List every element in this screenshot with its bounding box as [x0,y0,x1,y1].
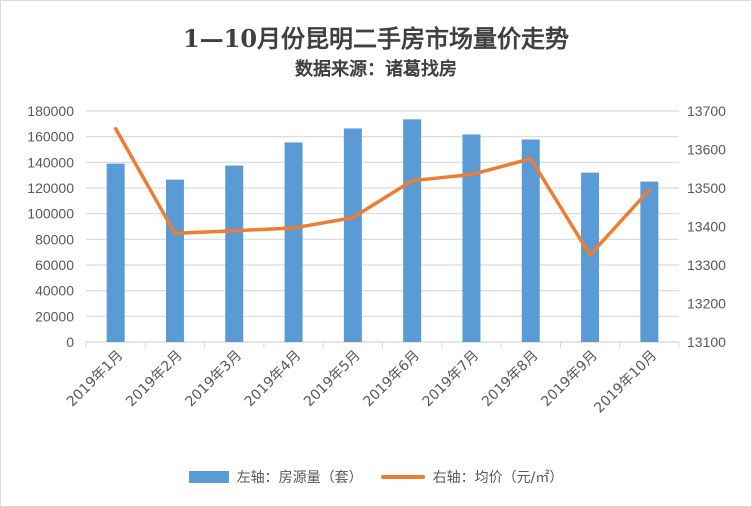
bar [106,163,125,342]
bar [225,165,244,342]
bar [462,134,481,342]
right-tick-label: 13700 [687,103,726,119]
right-tick-label: 13200 [687,296,726,312]
legend: 左轴：房源量（套） 右轴：均价（元/㎡） [1,467,751,487]
x-tick-label: 2019年6月 [360,348,423,411]
x-tick-label: 2019年8月 [479,348,542,411]
x-tick-label: 2019年3月 [182,348,245,411]
bar [403,119,422,342]
left-tick-label: 80000 [35,231,74,247]
x-tick-label: 2019年7月 [420,348,483,411]
left-tick-label: 160000 [27,129,74,145]
left-tick-label: 60000 [35,257,74,273]
right-tick-label: 13400 [687,219,726,235]
chart-title: 1—10月份昆明二手房市场量价走势 [182,24,570,53]
bar [165,179,184,342]
left-tick-label: 100000 [27,206,74,222]
right-tick-label: 13300 [687,257,726,273]
legend-bar-swatch [188,471,229,483]
left-tick-label: 140000 [27,154,74,170]
bar [640,181,659,342]
x-tick-label: 2019年4月 [242,348,305,411]
chart-subtitle: 数据来源：诸葛找房 [295,59,457,80]
x-tick-label: 2019年10月 [591,348,660,417]
left-tick-label: 40000 [35,283,74,299]
left-tick-label: 20000 [35,308,74,324]
legend-line-swatch [380,475,425,479]
x-tick-label: 2019年5月 [301,348,364,411]
right-tick-label: 13600 [687,142,726,158]
right-tick-label: 13100 [687,334,726,350]
price-line [113,126,652,257]
legend-line-label: 右轴：均价（元/㎡） [432,470,564,486]
right-tick-label: 13500 [687,180,726,196]
legend-bar-label: 左轴：房源量（套） [236,470,363,486]
bar [343,128,362,342]
bar [581,172,600,342]
bar [284,142,303,342]
left-tick-label: 120000 [27,180,74,196]
left-tick-label: 0 [66,334,74,350]
x-tick-label: 2019年9月 [538,348,601,411]
left-tick-label: 180000 [27,103,74,119]
x-tick-label: 2019年1月 [64,348,127,411]
x-tick-label: 2019年2月 [123,348,186,411]
bar [521,139,540,342]
